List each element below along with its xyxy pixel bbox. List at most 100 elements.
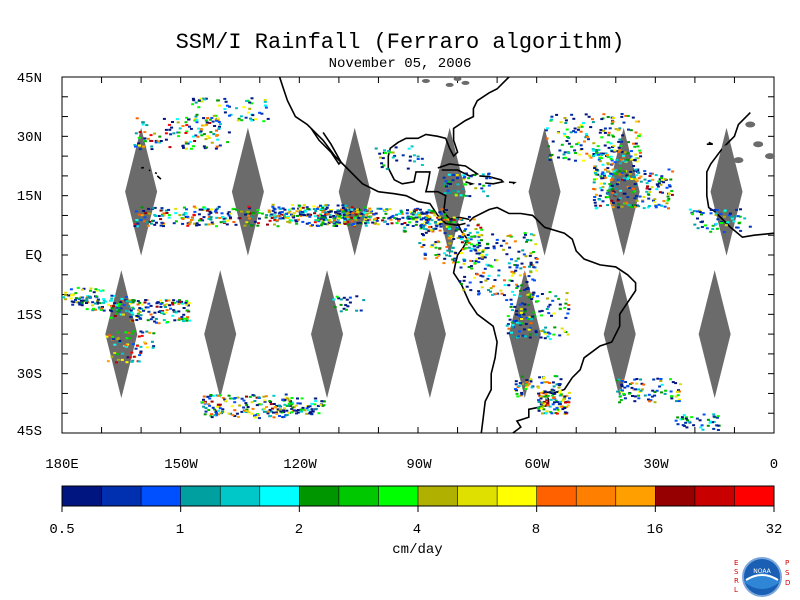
rain-cell xyxy=(639,389,643,392)
rain-cell xyxy=(726,221,730,224)
rain-cell xyxy=(345,298,349,301)
rain-cell xyxy=(603,127,607,130)
rain-cell xyxy=(506,235,510,237)
rain-cell xyxy=(423,252,427,255)
rain-cell xyxy=(344,308,348,311)
rain-cell xyxy=(307,405,310,408)
rain-cell xyxy=(153,320,157,323)
rain-cell xyxy=(102,309,106,312)
rain-cell xyxy=(703,224,707,227)
rain-cell xyxy=(651,178,655,181)
rain-cell xyxy=(609,172,613,175)
rain-cell xyxy=(437,253,441,256)
rain-cell xyxy=(395,222,399,225)
rain-cell xyxy=(676,423,680,426)
rain-cell xyxy=(602,177,606,180)
rain-cell xyxy=(594,204,598,207)
rain-cell xyxy=(492,247,496,250)
rain-cell xyxy=(139,330,143,333)
rain-cell xyxy=(566,333,570,336)
rain-cell xyxy=(446,249,450,252)
rain-cell xyxy=(408,159,412,162)
rain-cell xyxy=(611,176,615,179)
rain-cell xyxy=(322,209,326,212)
rain-cell xyxy=(189,127,193,130)
rain-cell xyxy=(621,151,625,153)
rain-cell xyxy=(348,301,352,304)
rain-cell xyxy=(628,173,632,176)
rain-cell xyxy=(146,137,150,140)
rain-cell xyxy=(140,214,144,217)
rain-cell xyxy=(553,375,557,378)
rain-cell xyxy=(477,235,481,238)
rain-cell xyxy=(500,292,504,295)
rain-cell xyxy=(140,307,143,310)
rain-cell xyxy=(670,190,674,192)
rain-cell xyxy=(135,117,139,120)
rain-cell xyxy=(503,279,506,282)
rain-cell xyxy=(294,219,298,222)
rain-cell xyxy=(727,214,731,217)
rain-cell xyxy=(622,170,626,173)
rain-cell xyxy=(292,409,296,412)
rain-cell xyxy=(489,287,493,290)
rain-cell xyxy=(463,175,467,178)
rain-cell xyxy=(372,213,376,216)
rain-cell xyxy=(610,188,614,191)
rain-cell xyxy=(140,206,144,209)
rain-cell xyxy=(642,383,646,386)
rain-cell xyxy=(239,115,243,118)
rain-cell xyxy=(250,102,254,105)
rain-cell xyxy=(587,115,591,118)
rain-cell xyxy=(131,307,135,310)
rain-cell xyxy=(436,240,440,243)
rain-cell xyxy=(522,313,526,316)
rain-cell xyxy=(138,148,142,151)
rain-cell xyxy=(438,229,442,232)
rain-cell xyxy=(141,121,145,124)
rain-cell xyxy=(535,261,539,264)
rain-cell xyxy=(116,358,120,361)
rain-cell xyxy=(678,398,682,401)
rain-cell xyxy=(235,412,239,415)
rain-cell xyxy=(735,208,738,211)
rain-cell xyxy=(667,198,671,200)
rain-cell xyxy=(610,159,614,162)
rain-cell xyxy=(400,223,404,226)
rain-cell xyxy=(160,221,164,224)
rain-cell xyxy=(276,408,280,411)
rain-cell xyxy=(560,327,564,330)
rain-cell xyxy=(546,404,550,407)
rain-cell xyxy=(493,279,497,281)
rain-cell xyxy=(716,416,719,419)
rain-cell xyxy=(445,209,448,211)
rain-cell xyxy=(228,397,232,400)
rain-cell xyxy=(495,259,499,262)
rain-cell xyxy=(336,204,340,207)
rain-cell xyxy=(480,239,483,242)
rain-cell xyxy=(122,313,125,316)
rain-cell xyxy=(301,220,305,223)
rain-cell xyxy=(298,402,302,405)
rain-cell xyxy=(551,140,555,143)
rain-cell xyxy=(330,209,334,212)
rain-cell xyxy=(637,388,641,391)
rain-cell xyxy=(360,212,364,215)
rain-cell xyxy=(208,122,212,124)
rain-cell xyxy=(428,226,431,229)
rain-cell xyxy=(74,292,78,295)
rain-cell xyxy=(226,219,230,222)
rain-cell xyxy=(111,335,115,338)
rain-cell xyxy=(345,212,349,215)
rain-cell xyxy=(215,225,218,228)
land-patch xyxy=(721,145,732,152)
rain-cell xyxy=(282,411,286,413)
rain-cell xyxy=(649,172,653,175)
rain-cell xyxy=(738,215,742,218)
rain-cell xyxy=(667,184,671,187)
rain-cell xyxy=(393,154,397,157)
rain-cell xyxy=(300,410,303,413)
rain-cell xyxy=(269,213,273,216)
rain-cell xyxy=(636,120,640,123)
rain-cell xyxy=(303,409,307,412)
